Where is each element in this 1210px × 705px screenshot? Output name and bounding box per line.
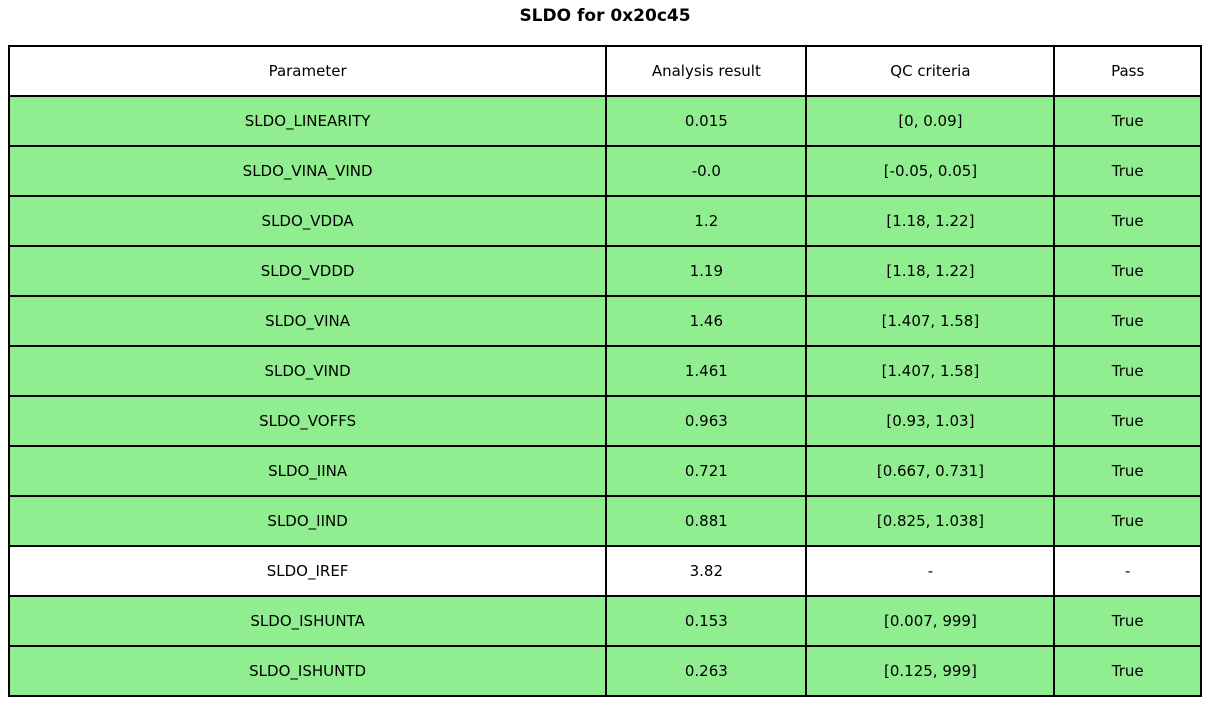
cell-result: 1.2 — [605, 195, 808, 247]
cell-parameter: SLDO_VDDA — [7, 195, 608, 247]
cell-pass: True — [1053, 445, 1202, 497]
cell-criteria: [1.18, 1.22] — [805, 195, 1056, 247]
cell-parameter: SLDO_IINA — [7, 445, 608, 497]
table-row: SLDO_IREF 3.82- - — [7, 545, 1202, 597]
qc-results-table: Parameter Analysis result QC criteria Pa… — [7, 45, 1202, 697]
cell-criteria: [0.93, 1.03] — [805, 395, 1056, 447]
table-row: SLDO_VINA_VIND -0.0 [-0.05, 0.05] True — [7, 145, 1202, 197]
cell-criteria: [0.007, 999] — [805, 595, 1056, 647]
table-row: SLDO_ISHUNTA 0.153 [0.007, 999] True — [7, 595, 1202, 647]
cell-criteria: [0.125, 999] — [805, 645, 1056, 697]
cell-result: 0.721 — [605, 445, 808, 497]
table-row: SLDO_VDDD 1.19 [1.18, 1.22] True — [7, 245, 1202, 297]
cell-pass: True — [1053, 245, 1202, 297]
column-header-pass: Pass — [1053, 45, 1202, 97]
cell-parameter: SLDO_LINEARITY — [7, 95, 608, 147]
column-header-qc-criteria: QC criteria — [805, 45, 1056, 97]
cell-parameter: SLDO_VINA_VIND — [7, 145, 608, 197]
cell-criteria: [1.407, 1.58] — [805, 345, 1056, 397]
cell-criteria: - — [805, 545, 1056, 597]
cell-pass: True — [1053, 395, 1202, 447]
cell-result: 0.881 — [605, 495, 808, 547]
cell-criteria: [0.667, 0.731] — [805, 445, 1056, 497]
table-row: SLDO_IINA 0.721 [0.667, 0.731] True — [7, 445, 1202, 497]
table-row: SLDO_IIND 0.881 [0.825, 1.038] True — [7, 495, 1202, 547]
cell-parameter: SLDO_VDDD — [7, 245, 608, 297]
cell-result: 3.82 — [605, 545, 808, 597]
cell-pass: True — [1053, 295, 1202, 347]
cell-result: 1.19 — [605, 245, 808, 297]
cell-criteria: [1.18, 1.22] — [805, 245, 1056, 297]
cell-result: 0.015 — [605, 95, 808, 147]
cell-result: 0.263 — [605, 645, 808, 697]
cell-criteria: [0.825, 1.038] — [805, 495, 1056, 547]
cell-result: 1.461 — [605, 345, 808, 397]
cell-criteria: [1.407, 1.58] — [805, 295, 1056, 347]
table-body: SLDO_LINEARITY 0.015 [0, 0.09] True SLDO_VIN… — [7, 95, 1202, 697]
cell-pass: True — [1053, 195, 1202, 247]
cell-criteria: [0, 0.09] — [805, 95, 1056, 147]
cell-result: 1.46 — [605, 295, 808, 347]
cell-parameter: SLDO_ISHUNTD — [7, 645, 608, 697]
table-row: SLDO_ISHUNTD 0.263 [0.125, 999] True — [7, 645, 1202, 697]
cell-parameter: SLDO_VOFFS — [7, 395, 608, 447]
cell-parameter: SLDO_VIND — [7, 345, 608, 397]
table-row: SLDO_VDDA 1.2 [1.18, 1.22] True — [7, 195, 1202, 247]
page-title: SLDO for 0x20c45 — [519, 6, 691, 26]
cell-parameter: SLDO_ISHUNTA — [7, 595, 608, 647]
cell-pass: True — [1053, 345, 1202, 397]
cell-pass: True — [1053, 95, 1202, 147]
cell-pass: True — [1053, 145, 1202, 197]
cell-parameter: SLDO_IREF — [7, 545, 608, 597]
cell-result: 0.963 — [605, 395, 808, 447]
cell-parameter: SLDO_IIND — [7, 495, 608, 547]
table-header-row: Parameter Analysis result QC criteria Pa… — [7, 45, 1202, 97]
table-row: SLDO_VIND 1.461 [1.407, 1.58] True — [7, 345, 1202, 397]
cell-pass: - — [1053, 545, 1202, 597]
table-row: SLDO_VOFFS 0.963 [0.93, 1.03] True — [7, 395, 1202, 447]
cell-criteria: [-0.05, 0.05] — [805, 145, 1056, 197]
cell-pass: True — [1053, 645, 1202, 697]
column-header-parameter: Parameter — [7, 45, 608, 97]
table-row: SLDO_VINA 1.46 [1.407, 1.58] True — [7, 295, 1202, 347]
cell-parameter: SLDO_VINA — [7, 295, 608, 347]
cell-pass: True — [1053, 495, 1202, 547]
cell-result: 0.153 — [605, 595, 808, 647]
cell-result: -0.0 — [605, 145, 808, 197]
column-header-analysis-result: Analysis result — [605, 45, 808, 97]
cell-pass: True — [1053, 595, 1202, 647]
table-row: SLDO_LINEARITY 0.015 [0, 0.09] True — [7, 95, 1202, 147]
